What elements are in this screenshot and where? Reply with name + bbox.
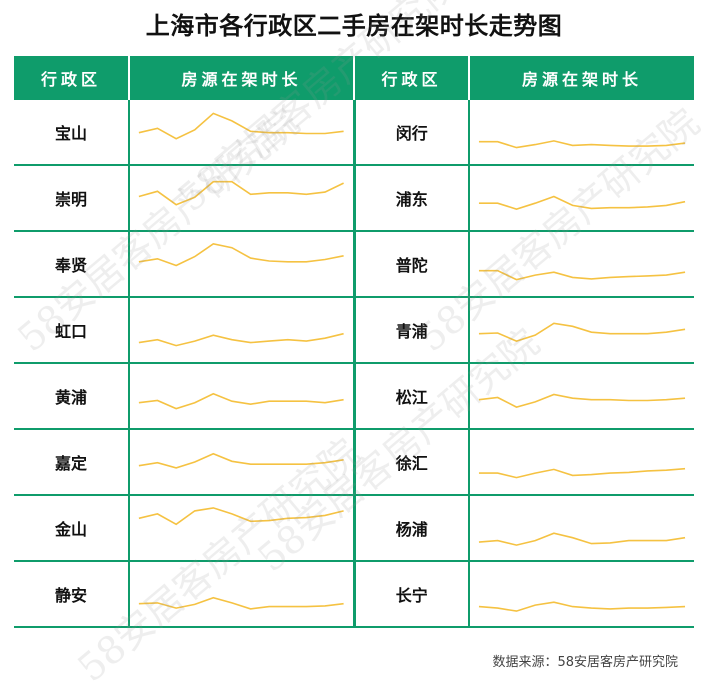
sparkline-chart: [470, 562, 694, 626]
sparkline-cell: [469, 297, 694, 364]
sparkline-cell: [469, 429, 694, 496]
district-name: 普陀: [354, 231, 470, 298]
sparkline-series-line: [479, 323, 685, 341]
table-row: 静安 长宁: [14, 561, 694, 628]
table-row: 虹口 青浦: [14, 297, 694, 364]
sparkline-series-line: [139, 454, 344, 468]
table-row: 奉贤 普陀: [14, 231, 694, 298]
sparkline-chart: [470, 100, 694, 164]
sparkline-cell: [469, 100, 694, 166]
table-row: 崇明 浦东: [14, 165, 694, 232]
district-name: 徐汇: [354, 429, 470, 496]
sparkline-chart: [130, 364, 353, 428]
sparkline-cell: [129, 165, 356, 232]
sparkline-series-line: [139, 182, 344, 205]
sparkline-series-line: [139, 113, 344, 138]
sparkline-cell: [129, 231, 356, 298]
district-name: 金山: [14, 495, 130, 562]
district-name: 虹口: [14, 297, 130, 364]
sparkline-chart: [130, 166, 353, 230]
sparkline-cell: [129, 363, 356, 430]
district-name: 杨浦: [354, 495, 470, 562]
sparkline-table: 行政区 房源在架时长 行政区 房源在架时长 宝山 闵行 崇明 浦东 奉贤 普陀 虹口 青浦 黄浦…: [14, 56, 694, 628]
sparkline-chart: [130, 298, 353, 362]
sparkline-cell: [469, 561, 694, 628]
sparkline-series-line: [139, 508, 344, 524]
sparkline-cell: [469, 495, 694, 562]
district-name: 黄浦: [14, 363, 130, 430]
sparkline-cell: [469, 363, 694, 430]
table-row: 金山 杨浦: [14, 495, 694, 562]
district-name: 青浦: [354, 297, 470, 364]
table-row: 黄浦 松江: [14, 363, 694, 430]
district-name: 闵行: [354, 100, 470, 166]
sparkline-series-line: [479, 395, 685, 408]
district-name: 崇明: [14, 165, 130, 232]
sparkline-chart: [130, 562, 353, 626]
sparkline-cell: [469, 231, 694, 298]
header-district-right: 行政区: [354, 56, 470, 100]
sparkline-chart: [470, 364, 694, 428]
sparkline-cell: [129, 429, 356, 496]
sparkline-cell: [469, 165, 694, 232]
chart-title: 上海市各行政区二手房在架时长走势图: [145, 12, 563, 40]
sparkline-series-line: [479, 533, 685, 545]
sparkline-chart: [130, 496, 353, 560]
sparkline-series-line: [139, 244, 344, 266]
sparkline-series-line: [479, 197, 685, 210]
header-duration-right: 房源在架时长: [469, 56, 694, 100]
table-header-row: 行政区 房源在架时长 行政区 房源在架时长: [14, 56, 694, 100]
district-name: 宝山: [14, 100, 130, 166]
sparkline-cell: [129, 561, 356, 628]
sparkline-series-line: [479, 602, 685, 611]
sparkline-cell: [129, 297, 356, 364]
sparkline-series-line: [479, 469, 685, 478]
sparkline-chart: [130, 232, 353, 296]
table-row: 宝山 闵行: [14, 100, 694, 166]
sparkline-chart: [470, 298, 694, 362]
sparkline-chart: [470, 166, 694, 230]
sparkline-series-line: [139, 394, 344, 409]
sparkline-cell: [129, 100, 356, 166]
sparkline-cell: [129, 495, 356, 562]
district-name: 嘉定: [14, 429, 130, 496]
header-duration-left: 房源在架时长: [129, 56, 355, 100]
header-district-left: 行政区: [14, 56, 130, 100]
district-name: 静安: [14, 561, 130, 628]
sparkline-series-line: [139, 334, 344, 346]
district-name: 松江: [354, 363, 470, 430]
table-row: 嘉定 徐汇: [14, 429, 694, 496]
sparkline-series-line: [479, 141, 685, 148]
sparkline-series-line: [139, 598, 344, 609]
sparkline-chart: [470, 496, 694, 560]
district-name: 长宁: [354, 561, 470, 628]
sparkline-chart: [470, 430, 694, 494]
district-name: 奉贤: [14, 231, 130, 298]
sparkline-series-line: [479, 271, 685, 280]
sparkline-chart: [470, 232, 694, 296]
sparkline-chart: [130, 100, 353, 164]
district-name: 浦东: [354, 165, 470, 232]
table-body: 宝山 闵行崇明 浦东奉贤 普陀虹口 青浦黄浦 松江嘉定 徐汇金山 杨浦静安 长宁: [14, 100, 694, 628]
sparkline-chart: [130, 430, 353, 494]
source-note: 数据来源：58安居客房产研究院: [492, 655, 678, 670]
